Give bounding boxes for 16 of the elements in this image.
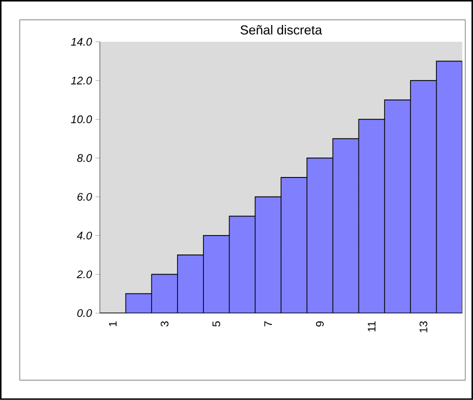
x-tick-label: 13 xyxy=(420,321,428,332)
y-tick-label: 4.0 xyxy=(76,232,92,240)
x-tick-label: 7 xyxy=(264,321,272,326)
x-tick-label: 5 xyxy=(212,321,220,327)
x-tick-label: 11 xyxy=(368,321,376,332)
y-tick-label: 0.0 xyxy=(77,309,92,317)
y-tick-label: 10.0 xyxy=(71,115,92,124)
x-tick-label: 9 xyxy=(316,321,324,326)
chart-title: Señal discreta xyxy=(240,25,322,35)
x-tick-label: 3 xyxy=(160,321,168,327)
y-tick-label: 14.0 xyxy=(71,38,92,46)
y-tick-label: 6.0 xyxy=(77,192,92,201)
y-tick-label: 12.0 xyxy=(71,76,92,84)
x-tick-label: 1 xyxy=(109,321,117,326)
y-tick-label: 8.0 xyxy=(77,154,92,162)
y-tick-label: 2.0 xyxy=(76,270,92,278)
